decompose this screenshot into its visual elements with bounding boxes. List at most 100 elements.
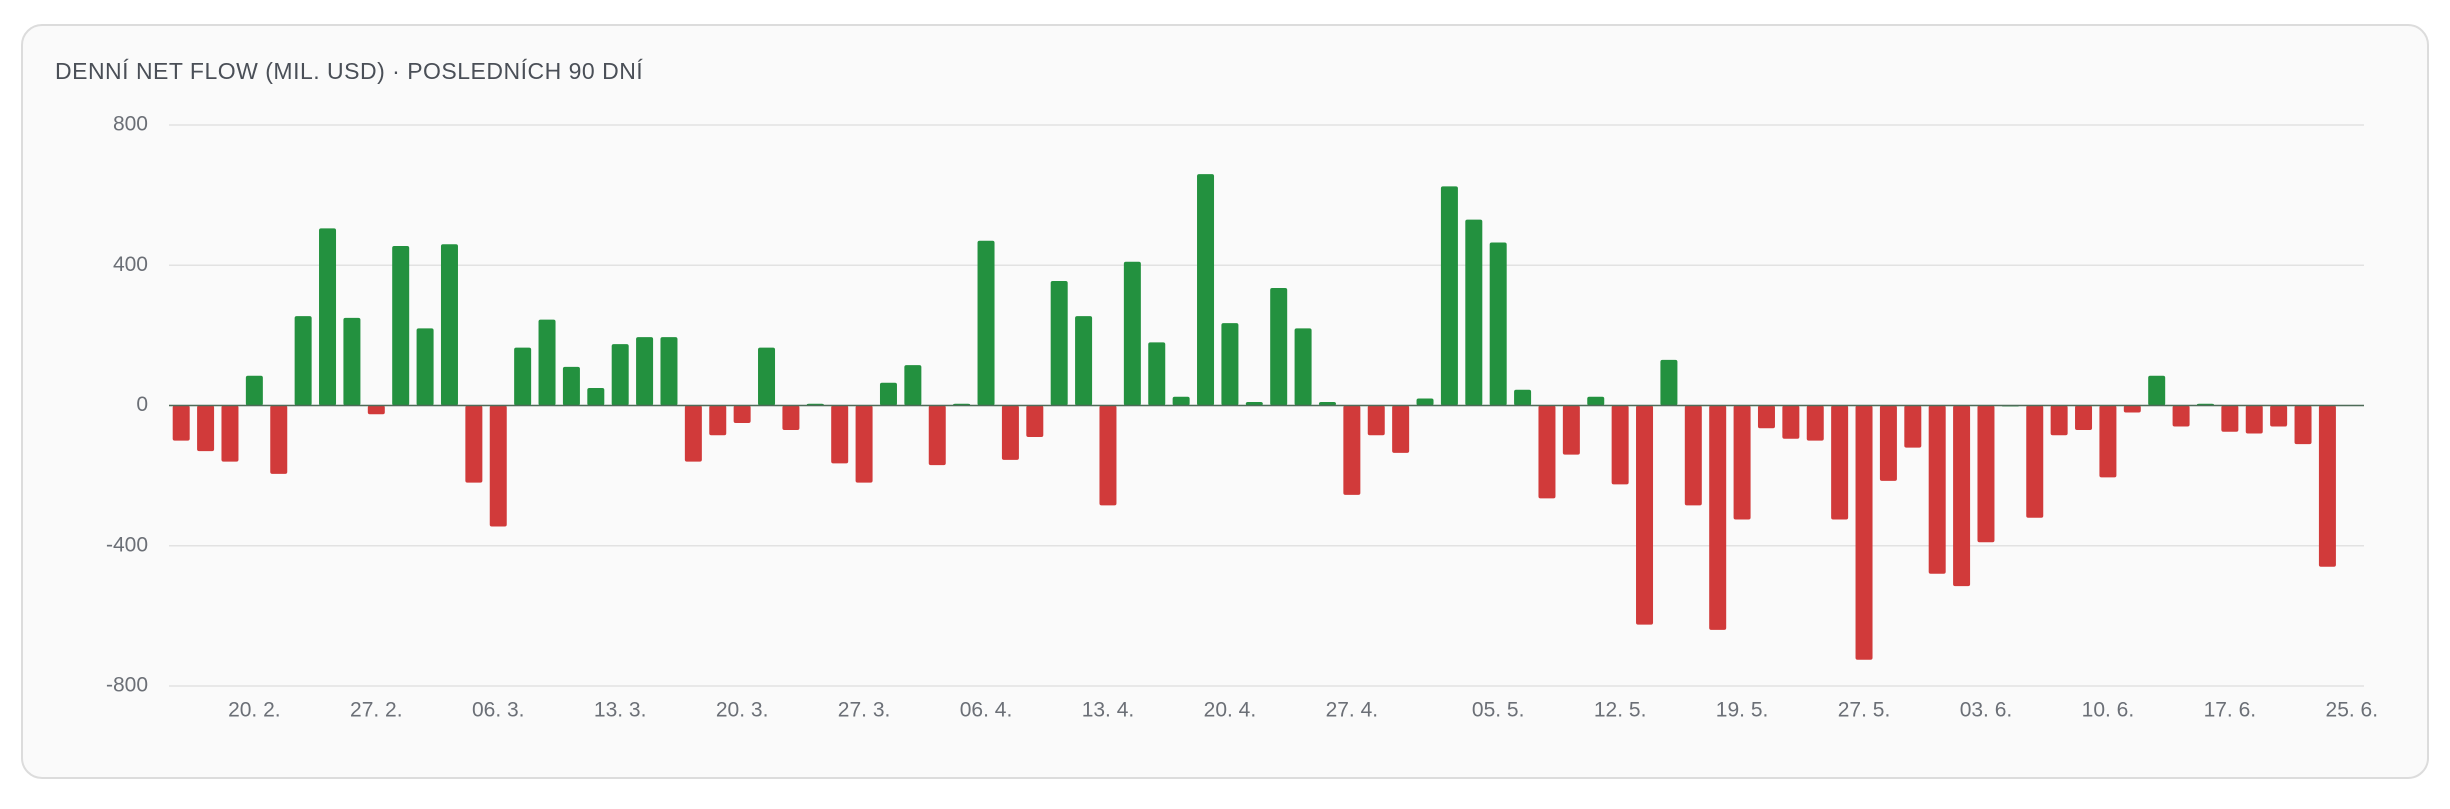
x-tick-label: 10. 6. [2082,699,2135,722]
bar [221,405,239,462]
bar [367,405,385,415]
bar [1733,405,1751,520]
bar [1879,405,1897,481]
bar [611,344,629,406]
x-tick-label: 19. 5. [1716,699,1769,722]
bar [1026,405,1044,438]
bar [1538,405,1556,499]
bar [1416,398,1434,406]
bar [245,375,263,406]
x-tick-label: 13. 3. [594,699,647,722]
x-tick-label: 27. 4. [1326,699,1379,722]
bar [1977,405,1995,543]
x-tick-label: 20. 2. [228,699,281,722]
x-tick-label: 25. 6. [2326,699,2379,722]
bar [1197,174,1215,406]
bar [758,347,776,406]
bar [2148,375,2166,406]
x-tick-label: 13. 4. [1082,699,1135,722]
bar [1270,288,1288,406]
bar [660,337,678,406]
bar [2075,405,2093,431]
bar [2026,405,2044,518]
bar [2123,405,2141,413]
bar [1806,405,1824,441]
bar [636,337,654,406]
bar [1757,405,1775,429]
bar [319,228,337,406]
bar [733,405,751,424]
bar [2318,405,2336,567]
bar [1148,342,1166,406]
bar [172,405,190,441]
bar [1782,405,1800,439]
bar [977,240,995,406]
bar [831,405,849,464]
bar [465,405,483,483]
bar [1831,405,1849,520]
x-tick-label: 05. 5. [1472,699,1525,722]
bar [2099,405,2117,478]
bar [197,405,215,452]
bar [1294,328,1312,406]
x-tick-label: 27. 5. [1838,699,1891,722]
bar [1440,186,1458,406]
bar [782,405,800,431]
bar [1392,405,1410,453]
bar [562,366,580,406]
y-tick-label: 800 [113,113,148,136]
bar [1514,389,1532,406]
bar [2294,405,2312,445]
bar [489,405,507,527]
bar [1465,219,1483,406]
x-tick-label: 03. 6. [1960,699,2013,722]
bar [1489,242,1507,406]
bar [392,245,410,406]
bar [1611,405,1629,485]
bar [1684,405,1702,506]
bar [709,405,727,436]
bar [1050,281,1068,406]
bar [1636,405,1654,625]
x-tick-label: 27. 2. [350,699,403,722]
bar [1099,405,1117,506]
x-tick-label: 06. 3. [472,699,525,722]
bar [294,316,312,406]
x-tick-label: 17. 6. [2204,699,2257,722]
bar [1709,405,1727,630]
chart-title: DENNÍ NET FLOW (MIL. USD) · POSLEDNÍCH 9… [55,58,643,84]
bar [1587,396,1605,406]
bar [1562,405,1580,455]
bar [1075,316,1093,406]
bar [270,405,288,474]
bar [1001,405,1019,460]
x-tick-label: 12. 5. [1594,699,1647,722]
x-tick-label: 20. 4. [1204,699,1257,722]
y-tick-label: -800 [106,674,148,697]
bar [855,405,873,483]
x-tick-label: 27. 3. [838,699,891,722]
bar [587,387,605,406]
bar [879,382,897,406]
x-tick-label: 20. 3. [716,699,769,722]
bar [1318,401,1336,406]
bar [684,405,702,462]
bar [1904,405,1922,448]
bar [2245,405,2263,434]
bar [416,328,434,406]
bar [343,317,361,406]
bar [2050,405,2068,436]
bar [1855,405,1873,660]
y-tick-label: -400 [106,533,148,556]
bar [1367,405,1385,436]
bar [1221,323,1239,406]
bar [2221,405,2239,432]
bar [2270,405,2288,427]
bar [2172,405,2190,427]
bar [1928,405,1946,574]
bar [1123,261,1141,406]
bar [1953,405,1971,587]
y-tick-label: 0 [136,393,148,416]
